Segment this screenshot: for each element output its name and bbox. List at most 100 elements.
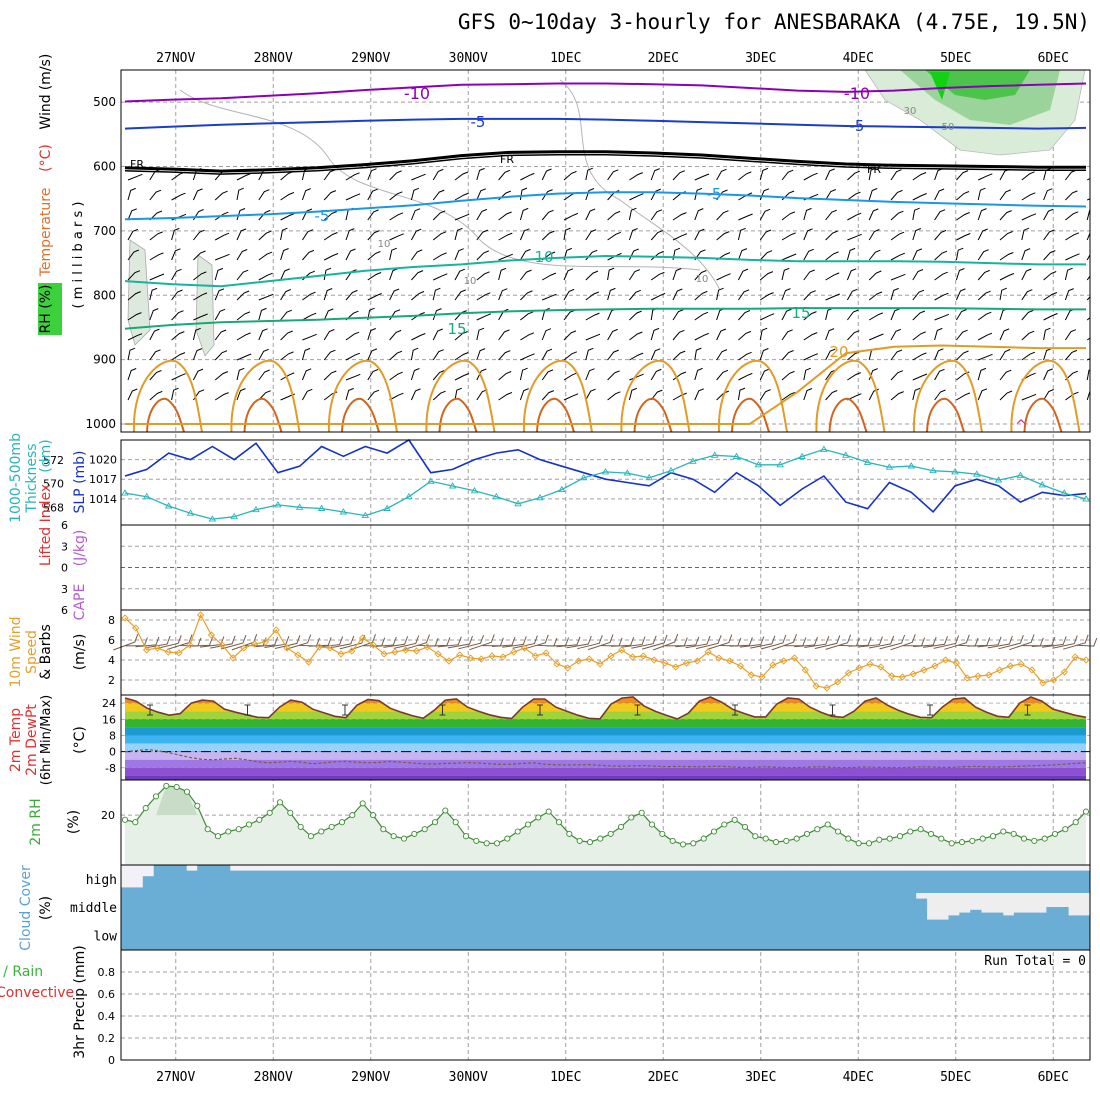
cloud-cell-low <box>687 921 699 950</box>
upper-wind-barb <box>999 349 1011 361</box>
wind-speed-point <box>1006 662 1015 670</box>
upper-wind-barb <box>585 291 599 301</box>
upper-wind-barb <box>1065 211 1079 221</box>
upper-wind-barb <box>323 169 336 181</box>
cloud-cell-middle <box>981 912 993 921</box>
upper-wind-barb <box>280 372 295 381</box>
upper-wind-barb <box>1043 292 1058 301</box>
upper-wind-barb <box>519 248 531 261</box>
temp-band <box>125 743 1086 752</box>
upper-wind-barb <box>977 367 987 381</box>
cloud-cell-low <box>153 921 165 950</box>
upper-wind-barb <box>672 170 686 181</box>
upper-wind-barb <box>323 253 339 261</box>
li-tick-label: 0 <box>61 562 68 575</box>
cloud-cell-middle <box>382 893 394 921</box>
cloud-cell-middle <box>349 893 361 921</box>
rh-tick-label: 20 <box>101 809 115 822</box>
upper-wind-barb <box>171 331 185 341</box>
upper-wind-barb <box>280 289 291 301</box>
cloud-cell-middle <box>1068 915 1080 921</box>
cloud-cell-low <box>317 921 329 950</box>
cloud-cell-middle <box>665 893 677 921</box>
wind-speed-point <box>240 644 248 652</box>
contour-label: 50 <box>942 122 955 133</box>
upper-wind-barb <box>672 329 685 341</box>
upper-wind-barb <box>650 307 658 321</box>
upper-wind-barb <box>1065 391 1079 401</box>
upper-wind-barb <box>301 229 314 241</box>
upper-wind-barb <box>781 308 792 321</box>
upper-wind-barb <box>367 230 380 241</box>
upper-wind-barb <box>847 233 862 241</box>
cloud-cell-low <box>610 921 623 950</box>
surface-wind-barb <box>879 634 906 650</box>
upper-wind-barb <box>1086 275 1090 281</box>
upper-wind-barb <box>1021 309 1034 321</box>
upper-wind-barb <box>1086 390 1090 401</box>
upper-wind-barb <box>214 267 224 281</box>
cloud-cell-middle <box>894 893 906 921</box>
cloud-cell-high <box>317 870 329 893</box>
upper-wind-barb <box>214 392 229 401</box>
upper-wind-barb <box>1043 208 1054 221</box>
upper-wind-barb <box>803 269 815 281</box>
li-tick-label: 3 <box>61 583 68 596</box>
upper-wind-barb <box>520 172 535 181</box>
surface-wind-barb <box>437 636 462 648</box>
wind-speed-point <box>520 644 529 652</box>
upper-wind-barb <box>999 189 1011 201</box>
upper-wind-barb <box>999 273 1015 281</box>
wind-tick-label: 8 <box>108 614 115 627</box>
contour-label: ^ <box>1015 418 1027 434</box>
upper-wind-barb <box>977 173 993 181</box>
rh-point <box>173 783 180 791</box>
upper-wind-barb <box>1086 209 1090 221</box>
cloud-cell-middle <box>872 893 884 921</box>
upper-wind-barb <box>956 392 971 401</box>
thickness-point <box>427 477 435 484</box>
upper-wind-barb <box>214 308 226 321</box>
upper-wind-barb <box>498 253 513 261</box>
cloud-cell-high <box>545 870 557 893</box>
run-total-annotation: Run Total = 0 <box>984 954 1086 969</box>
cloud-cell-low <box>589 921 601 950</box>
cloud-cell-high <box>208 865 220 893</box>
wind-speed-point <box>218 641 226 649</box>
upper-wind-barb <box>607 287 616 301</box>
rh-point <box>721 821 728 828</box>
cloud-cell-high <box>153 865 165 893</box>
panel-frame-wind <box>120 609 1091 696</box>
upper-wind-barb <box>1086 296 1090 301</box>
upper-wind-barb <box>302 291 316 301</box>
cloud-cell-middle <box>153 893 165 921</box>
upper-wind-barb <box>738 310 751 321</box>
cloud-cell-middle <box>796 893 808 921</box>
cloud-cell-middle <box>229 893 242 921</box>
surface-wind-barb <box>145 635 171 649</box>
surface-wind-barb <box>264 636 290 648</box>
wind-speed-point <box>866 660 874 668</box>
cloud-cell-high <box>970 870 982 893</box>
upper-wind-barb <box>258 209 271 221</box>
rh-point <box>493 840 501 847</box>
upper-wind-barb <box>825 168 835 181</box>
upper-wind-barb <box>585 167 593 181</box>
rh-point <box>741 823 749 830</box>
date-label-top: 6DEC <box>1038 51 1069 66</box>
rh-point <box>793 835 800 842</box>
wind-speed-point <box>283 644 291 652</box>
upper-wind-barb <box>192 188 203 201</box>
rh-shading-low <box>195 254 215 357</box>
upper-wind-barb <box>476 188 486 201</box>
cloud-cell-middle <box>1024 912 1036 921</box>
wind-speed-point <box>844 669 853 677</box>
upper-wind-barb <box>258 251 273 261</box>
contour-label: 30 <box>904 106 917 117</box>
cloud-cell-low <box>295 921 307 950</box>
wind-speed-point <box>272 626 280 634</box>
upper-wind-barb <box>411 291 425 301</box>
cloud-cell-high <box>360 870 372 893</box>
upper-wind-barb <box>214 329 227 341</box>
upper-wind-barb <box>716 189 728 201</box>
